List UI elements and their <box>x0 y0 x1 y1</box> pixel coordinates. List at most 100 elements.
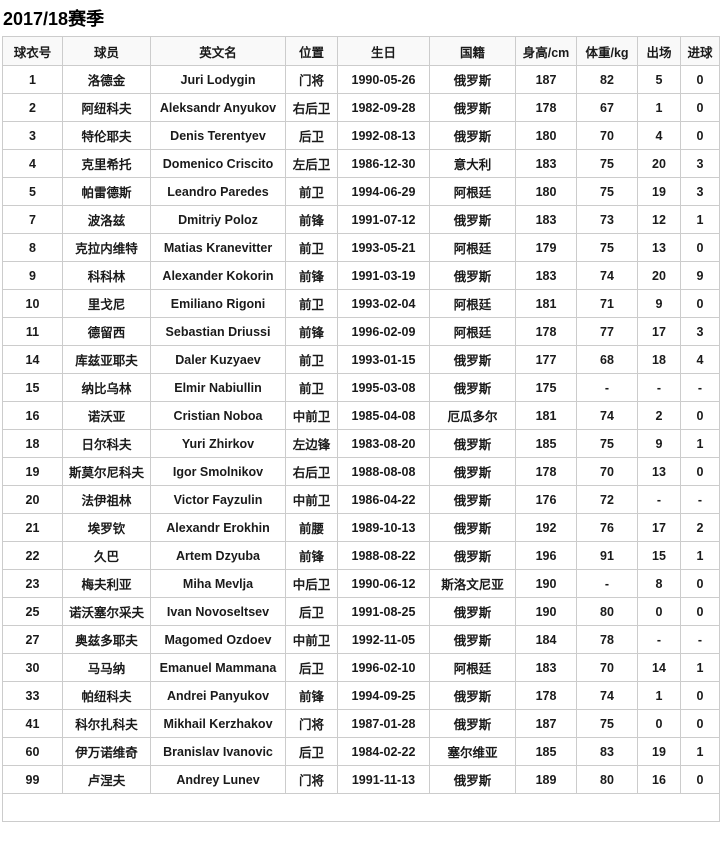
cell-name_cn: 库兹亚耶夫 <box>62 345 151 374</box>
cell-nationality: 俄罗斯 <box>429 345 516 374</box>
cell-appearances: 8 <box>637 569 681 598</box>
cell-goals: - <box>680 485 720 514</box>
cell-position: 中前卫 <box>285 485 338 514</box>
cell-number: 60 <box>2 737 63 766</box>
cell-name_en: Daler Kuzyaev <box>150 345 286 374</box>
column-header-nationality: 国籍 <box>429 36 516 66</box>
cell-height: 175 <box>515 373 577 402</box>
cell-appearances: 19 <box>637 177 681 206</box>
cell-birthday: 1990-05-26 <box>337 65 430 94</box>
cell-position: 前腰 <box>285 513 338 542</box>
cell-birthday: 1991-07-12 <box>337 205 430 234</box>
cell-name_en: Leandro Paredes <box>150 177 286 206</box>
cell-goals: 4 <box>680 345 720 374</box>
cell-birthday: 1993-05-21 <box>337 233 430 262</box>
cell-height: 183 <box>515 205 577 234</box>
cell-goals: 3 <box>680 317 720 346</box>
table-row: 19 斯莫尔尼科夫 Igor Smolnikov 右后卫 1988-08-08 俄罗斯 17… <box>2 457 720 486</box>
cell-name_cn: 伊万诺维奇 <box>62 737 151 766</box>
cell-name_cn: 奥兹多耶夫 <box>62 625 151 654</box>
cell-nationality: 俄罗斯 <box>429 765 516 794</box>
cell-appearances: 13 <box>637 457 681 486</box>
cell-number: 2 <box>2 93 63 122</box>
cell-position: 后卫 <box>285 121 338 150</box>
cell-appearances: - <box>637 485 681 514</box>
cell-number: 33 <box>2 681 63 710</box>
cell-weight: 74 <box>576 681 638 710</box>
cell-number: 41 <box>2 709 63 738</box>
cell-name_cn: 纳比乌林 <box>62 373 151 402</box>
cell-goals: 0 <box>680 765 720 794</box>
cell-name_cn: 马马纳 <box>62 653 151 682</box>
cell-appearances: 0 <box>637 709 681 738</box>
cell-goals: 0 <box>680 233 720 262</box>
cell-weight: 75 <box>576 709 638 738</box>
cell-nationality: 阿根廷 <box>429 317 516 346</box>
cell-number: 14 <box>2 345 63 374</box>
cell-height: 189 <box>515 765 577 794</box>
table-row: 14 库兹亚耶夫 Daler Kuzyaev 前卫 1993-01-15 俄罗斯 177 68… <box>2 345 720 374</box>
cell-nationality: 斯洛文尼亚 <box>429 569 516 598</box>
cell-name_en: Ivan Novoseltsev <box>150 597 286 626</box>
cell-birthday: 1983-08-20 <box>337 429 430 458</box>
cell-appearances: 14 <box>637 653 681 682</box>
cell-appearances: 9 <box>637 429 681 458</box>
cell-number: 27 <box>2 625 63 654</box>
cell-goals: 0 <box>680 569 720 598</box>
cell-goals: 1 <box>680 737 720 766</box>
cell-goals: 0 <box>680 93 720 122</box>
cell-height: 185 <box>515 737 577 766</box>
cell-position: 中前卫 <box>285 625 338 654</box>
cell-name_en: Artem Dzyuba <box>150 541 286 570</box>
cell-name_cn: 法伊祖林 <box>62 485 151 514</box>
table-row: 7 波洛兹 Dmitriy Poloz 前锋 1991-07-12 俄罗斯 183 73 12 1 <box>2 205 720 234</box>
cell-name_cn: 日尔科夫 <box>62 429 151 458</box>
cell-name_en: Domenico Criscito <box>150 149 286 178</box>
cell-name_en: Matias Kranevitter <box>150 233 286 262</box>
cell-goals: - <box>680 625 720 654</box>
cell-name_en: Emanuel Mammana <box>150 653 286 682</box>
cell-weight: 91 <box>576 541 638 570</box>
cell-number: 23 <box>2 569 63 598</box>
cell-height: 184 <box>515 625 577 654</box>
cell-position: 中前卫 <box>285 401 338 430</box>
column-header-name_en: 英文名 <box>150 36 286 66</box>
cell-appearances: 1 <box>637 681 681 710</box>
table-body: 1 洛德金 Juri Lodygin 门将 1990-05-26 俄罗斯 187 82 5 0 2 阿… <box>2 65 720 794</box>
cell-goals: 3 <box>680 177 720 206</box>
cell-weight: 80 <box>576 597 638 626</box>
cell-number: 25 <box>2 597 63 626</box>
table-row: 41 科尔扎科夫 Mikhail Kerzhakov 门将 1987-01-28 俄罗斯 1… <box>2 709 720 738</box>
cell-height: 181 <box>515 289 577 318</box>
cell-nationality: 俄罗斯 <box>429 121 516 150</box>
cell-goals: 0 <box>680 401 720 430</box>
table-row: 27 奥兹多耶夫 Magomed Ozdoev 中前卫 1992-11-05 俄罗斯 184… <box>2 625 720 654</box>
table-row: 21 埃罗钦 Alexandr Erokhin 前腰 1989-10-13 俄罗斯 192 7… <box>2 513 720 542</box>
cell-number: 22 <box>2 541 63 570</box>
cell-name_cn: 克里希托 <box>62 149 151 178</box>
cell-number: 21 <box>2 513 63 542</box>
cell-name_en: Dmitriy Poloz <box>150 205 286 234</box>
cell-birthday: 1982-09-28 <box>337 93 430 122</box>
cell-name_en: Victor Fayzulin <box>150 485 286 514</box>
cell-birthday: 1986-04-22 <box>337 485 430 514</box>
cell-appearances: 1 <box>637 93 681 122</box>
cell-nationality: 阿根廷 <box>429 653 516 682</box>
cell-birthday: 1992-11-05 <box>337 625 430 654</box>
cell-nationality: 俄罗斯 <box>429 93 516 122</box>
cell-height: 181 <box>515 401 577 430</box>
table-row: 15 纳比乌林 Elmir Nabiullin 前卫 1995-03-08 俄罗斯 175-… <box>2 373 720 402</box>
column-header-name_cn: 球员 <box>62 36 151 66</box>
cell-nationality: 俄罗斯 <box>429 65 516 94</box>
cell-height: 176 <box>515 485 577 514</box>
column-header-height: 身高/cm <box>515 36 577 66</box>
cell-number: 5 <box>2 177 63 206</box>
cell-goals: 3 <box>680 149 720 178</box>
cell-goals: 2 <box>680 513 720 542</box>
cell-name_en: Denis Terentyev <box>150 121 286 150</box>
table-row: 2 阿纽科夫 Aleksandr Anyukov 右后卫 1982-09-28 俄罗斯 17… <box>2 93 720 122</box>
cell-birthday: 1995-03-08 <box>337 373 430 402</box>
cell-appearances: 18 <box>637 345 681 374</box>
cell-name_cn: 久巴 <box>62 541 151 570</box>
cell-appearances: 16 <box>637 765 681 794</box>
